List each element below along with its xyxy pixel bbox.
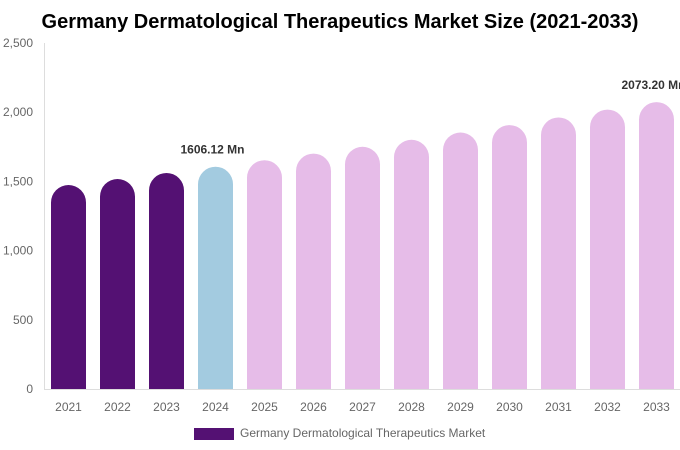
x-tick-label: 2026: [300, 400, 327, 414]
bar-2022[interactable]: [100, 179, 135, 389]
bar-2030[interactable]: [492, 125, 527, 390]
bar-2023[interactable]: [149, 172, 184, 389]
y-tick-label: 500: [13, 313, 33, 327]
x-tick-label: 2029: [447, 400, 474, 414]
x-tick-label: 2030: [496, 400, 523, 414]
x-tick-label: 2021: [55, 400, 82, 414]
y-tick-label: 2,500: [3, 36, 33, 50]
bar-2021[interactable]: [51, 184, 86, 389]
bar-2029[interactable]: [443, 132, 478, 389]
x-tick-label: 2033: [643, 400, 670, 414]
bar-2027[interactable]: [345, 146, 380, 389]
x-tick-label: 2032: [594, 400, 621, 414]
bar-2024[interactable]: [198, 166, 233, 389]
data-label: 2073.20 Mn: [621, 78, 680, 92]
y-tick-label: 1,000: [3, 244, 33, 258]
y-tick-label: 2,000: [3, 105, 33, 119]
bar-2025[interactable]: [247, 160, 282, 389]
legend-swatch[interactable]: [194, 428, 234, 440]
bar-2033[interactable]: [639, 102, 674, 389]
x-tick-label: 2031: [545, 400, 572, 414]
x-tick-label: 2022: [104, 400, 131, 414]
y-tick-label: 1,500: [3, 174, 33, 188]
x-tick-label: 2025: [251, 400, 278, 414]
x-tick-label: 2027: [349, 400, 376, 414]
bar-2031[interactable]: [541, 117, 576, 389]
y-tick-label: 0: [26, 382, 33, 396]
bar-2028[interactable]: [394, 139, 429, 389]
bar-2032[interactable]: [590, 109, 625, 389]
x-tick-label: 2024: [202, 400, 229, 414]
bar-2026[interactable]: [296, 153, 331, 389]
legend-label[interactable]: Germany Dermatological Therapeutics Mark…: [240, 426, 486, 440]
chart-title: Germany Dermatological Therapeutics Mark…: [42, 11, 639, 33]
x-tick-label: 2023: [153, 400, 180, 414]
data-label: 1606.12 Mn: [180, 143, 244, 157]
x-tick-label: 2028: [398, 400, 425, 414]
